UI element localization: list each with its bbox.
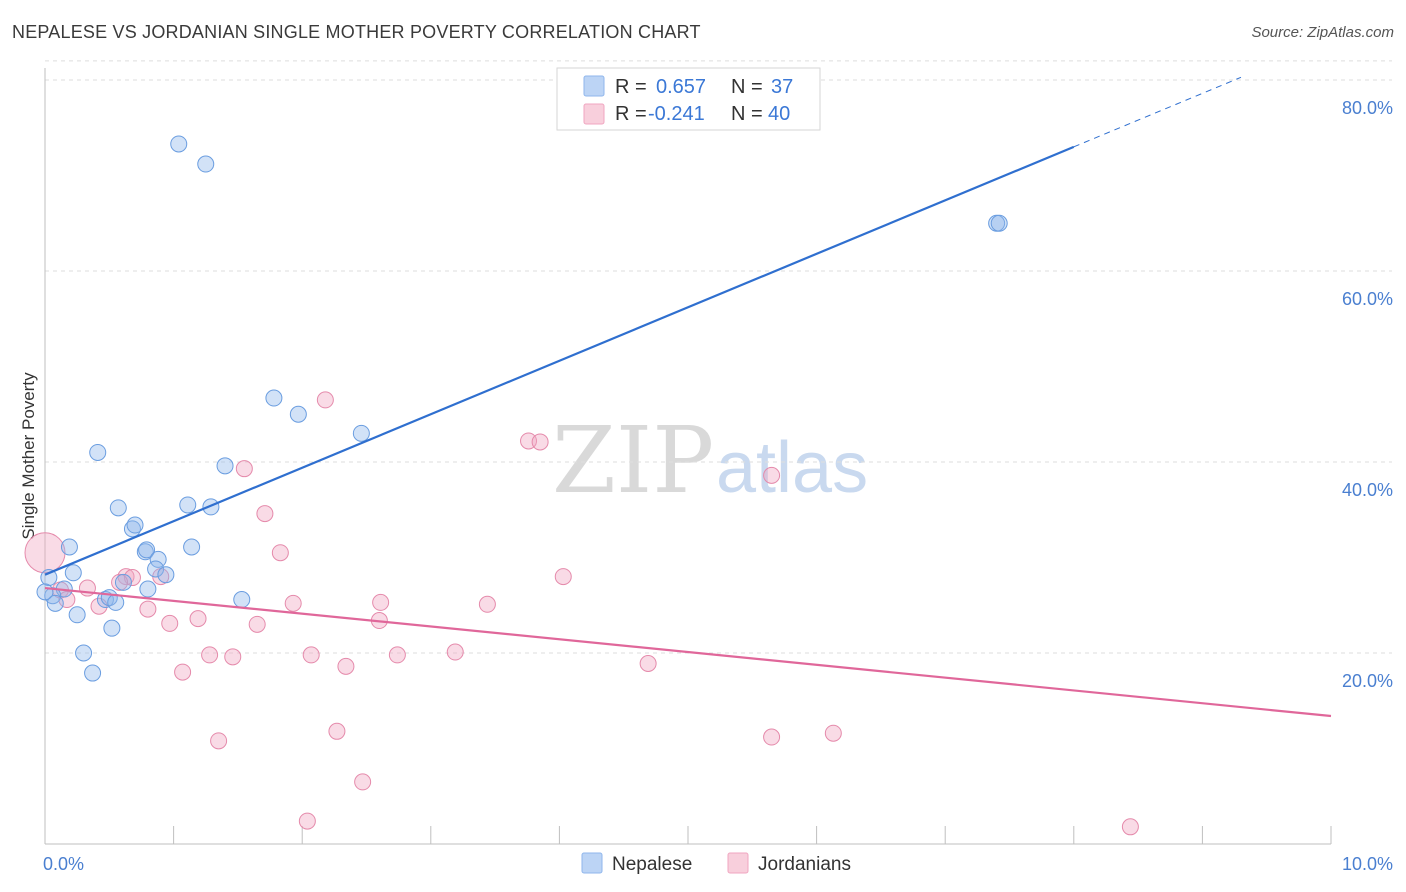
point-nepalese-22 [40,569,58,587]
legend-swatch-nepalese [583,75,605,97]
point-nepalese-31 [233,591,251,609]
x-tick-label-0: 0.0% [43,854,84,874]
point-nepalese-24 [114,573,132,591]
bottom-legend-label-jordanians: Jordanians [758,854,851,875]
point-nepalese-9 [109,499,127,517]
point-jordanians-3 [531,433,549,451]
point-nepalese-18 [149,550,167,568]
series-nepalese-points [36,135,1008,682]
legend: R = 0.657 N = 37 R = -0.241 N = 40 [556,67,821,131]
watermark-zip: ZIP [552,407,714,514]
chart-title: NEPALESE VS JORDANIAN SINGLE MOTHER POVE… [12,22,701,42]
point-nepalese-17 [60,538,78,556]
legend-swatch-jordanians [583,103,605,125]
point-jordanians-21 [189,610,207,628]
point-jordanians-12 [111,573,129,591]
point-nepalese-16 [183,538,201,556]
point-nepalese-5 [289,405,307,423]
point-nepalese-19 [147,560,165,578]
point-jordanians-22 [161,614,179,632]
point-nepalese-21 [64,564,82,582]
point-nepalese-29 [107,593,125,611]
point-jordanians-20 [478,595,496,613]
point-jordanians-26 [224,648,242,666]
point-nepalese-34 [75,644,93,662]
trend-line-nepalese [44,145,1075,576]
legend-r-value-jordanians: -0.241 [648,103,705,125]
point-nepalese-3 [990,214,1008,232]
point-jordanians-36 [210,732,228,750]
point-jordanians-25 [201,646,219,664]
trend-line-jordanians [44,586,1332,718]
y-axis-label: Single Mother Poverty [19,372,38,540]
point-jordanians-28 [388,646,406,664]
series-jordanians-points [24,391,1139,836]
point-nepalese-30 [46,594,64,612]
point-jordanians-0 [24,532,66,574]
bottom-legend-label-nepalese: Nepalese [612,854,692,875]
x-ticks: 0.0% 10.0% [43,826,1393,874]
x-tick-label-1: 10.0% [1342,854,1393,874]
point-nepalese-32 [68,606,86,624]
point-nepalese-20 [157,566,175,584]
legend-r-label-jordanians: R = [615,103,647,125]
point-jordanians-33 [328,722,346,740]
legend-r-value-nepalese: 0.657 [656,76,706,98]
y-tick-label-2: 60.0% [1342,289,1393,309]
point-jordanians-5 [235,460,253,478]
y-tick-labels: 20.0% 40.0% 60.0% 80.0% [1342,98,1393,691]
point-jordanians-37 [354,773,372,791]
legend-r-label-nepalese: R = [615,76,647,98]
point-jordanians-4 [763,466,781,484]
point-nepalese-13 [126,516,144,534]
point-jordanians-19 [372,593,390,611]
gridlines [45,60,1392,654]
point-jordanians-17 [139,600,157,618]
chart-source: Source: ZipAtlas.com [1251,24,1394,41]
legend-n-value-nepalese: 37 [771,76,793,98]
point-jordanians-29 [446,643,464,661]
y-tick-label-3: 80.0% [1342,98,1393,118]
legend-n-value-jordanians: 40 [768,103,790,125]
point-nepalese-0 [170,135,188,153]
point-jordanians-35 [824,724,842,742]
point-nepalese-35 [84,664,102,682]
legend-n-label-jordanians: N = [731,103,763,125]
point-jordanians-32 [174,663,192,681]
point-jordanians-34 [763,728,781,746]
bottom-legend-swatch-jordanians [727,852,749,874]
point-jordanians-6 [256,505,274,523]
point-jordanians-38 [298,812,316,830]
point-jordanians-7 [271,544,289,562]
point-nepalese-4 [265,389,283,407]
point-jordanians-11 [123,569,141,587]
bottom-legend-swatch-nepalese [581,852,603,874]
point-jordanians-30 [337,657,355,675]
point-jordanians-31 [639,655,657,673]
point-jordanians-18 [284,594,302,612]
point-jordanians-23 [248,615,266,633]
bottom-legend: Nepalese Jordanians [581,852,851,875]
point-nepalese-6 [352,424,370,442]
point-nepalese-15 [138,541,156,559]
point-nepalese-25 [139,580,157,598]
y-tick-label-0: 20.0% [1342,671,1393,691]
y-tick-label-1: 40.0% [1342,480,1393,500]
legend-n-label-nepalese: N = [731,76,763,98]
point-jordanians-39 [1121,818,1139,836]
point-nepalese-33 [103,619,121,637]
point-nepalese-1 [197,155,215,173]
watermark-atlas: atlas [716,428,868,508]
trend-lines [44,76,1332,718]
trend-extension-nepalese [1073,76,1242,148]
point-jordanians-27 [302,646,320,664]
point-nepalese-36 [36,583,54,601]
point-nepalese-7 [89,443,107,461]
point-jordanians-8 [554,568,572,586]
point-nepalese-10 [179,496,197,514]
point-jordanians-1 [316,391,334,409]
point-nepalese-8 [216,457,234,475]
